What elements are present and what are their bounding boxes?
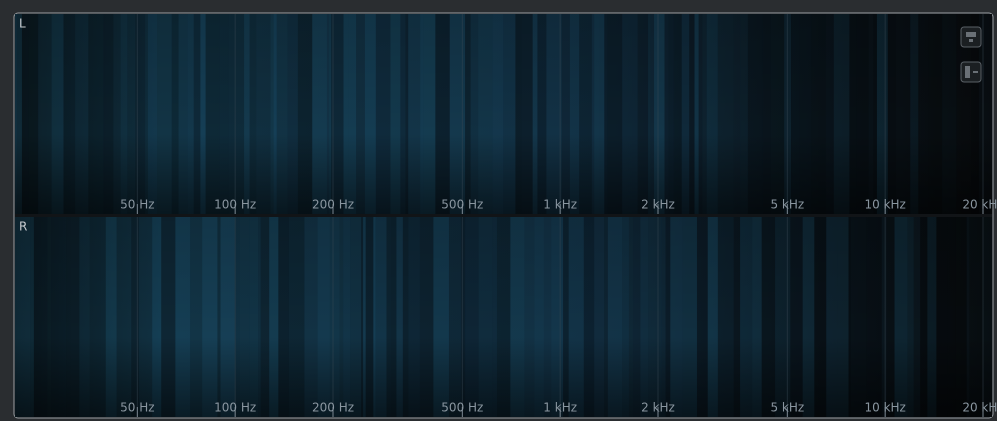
tick-label: 2 kHz xyxy=(641,401,675,415)
tick-label: 20 kHz xyxy=(962,401,997,415)
tick-label: 100 Hz xyxy=(214,198,256,212)
tick-label: 100 Hz xyxy=(214,401,256,415)
tick-label: 2 kHz xyxy=(641,198,675,212)
right-panel xyxy=(15,217,992,417)
tick-label: 200 Hz xyxy=(312,198,354,212)
tick-label: 500 Hz xyxy=(441,198,483,212)
view-icon[interactable] xyxy=(960,26,982,48)
tick-label: 500 Hz xyxy=(441,401,483,415)
panel-shade xyxy=(15,217,992,417)
tick-label: 10 kHz xyxy=(864,198,905,212)
tick-label: 20 kHz xyxy=(962,198,997,212)
tick-label: 5 kHz xyxy=(770,198,804,212)
tick-label: 5 kHz xyxy=(770,401,804,415)
tick-label: 50 Hz xyxy=(120,401,154,415)
tick-label: 10 kHz xyxy=(864,401,905,415)
tick-label: 1 kHz xyxy=(543,401,577,415)
left-panel xyxy=(15,14,992,214)
tick-label: 1 kHz xyxy=(543,198,577,212)
channel-label: R xyxy=(19,220,27,234)
tick-label: 50 Hz xyxy=(120,198,154,212)
channel-label: L xyxy=(19,17,26,31)
tick-label: 200 Hz xyxy=(312,401,354,415)
panel-shade xyxy=(15,14,992,214)
split-icon[interactable] xyxy=(960,61,982,83)
